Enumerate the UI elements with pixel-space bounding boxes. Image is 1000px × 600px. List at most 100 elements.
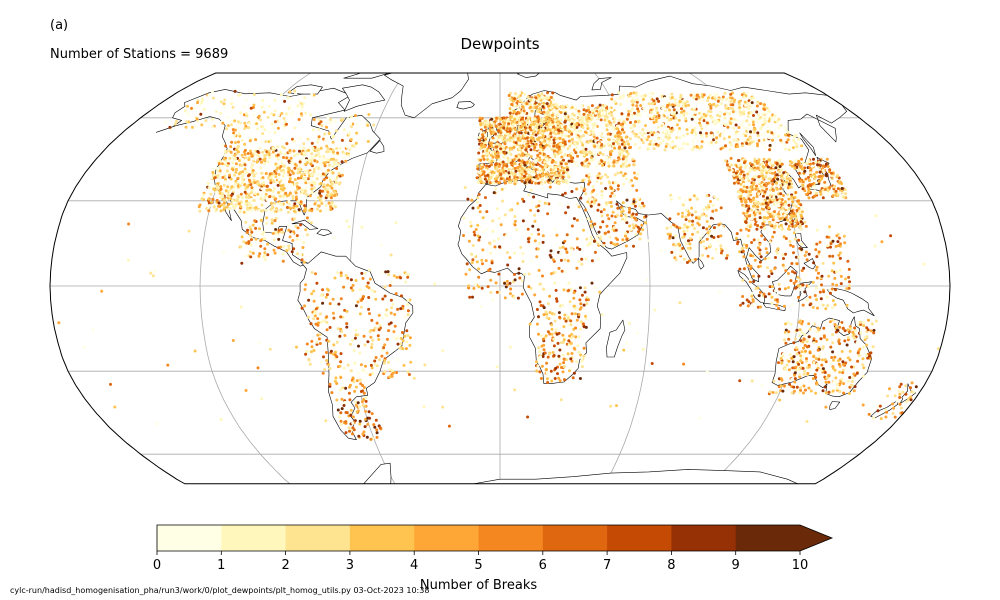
- station-point: [600, 159, 604, 163]
- station-point: [753, 217, 757, 221]
- station-point: [520, 179, 524, 183]
- station-point: [725, 97, 729, 101]
- station-point: [669, 145, 673, 149]
- station-point: [545, 172, 548, 176]
- station-point: [540, 95, 544, 99]
- station-point: [219, 187, 223, 191]
- station-point: [594, 139, 598, 143]
- station-point: [745, 142, 749, 145]
- station-point: [607, 138, 611, 142]
- station-point: [302, 260, 306, 264]
- station-point: [788, 185, 792, 189]
- station-point: [216, 169, 220, 173]
- station-point: [371, 338, 375, 342]
- station-point: [223, 198, 227, 202]
- station-point: [300, 306, 304, 310]
- station-point: [799, 227, 803, 231]
- station-point: [248, 250, 252, 254]
- station-point: [769, 115, 773, 119]
- station-point: [755, 104, 759, 108]
- station-point: [616, 97, 620, 101]
- station-point: [743, 187, 747, 191]
- station-point: [255, 117, 259, 121]
- station-point: [764, 201, 768, 205]
- station-point: [488, 149, 491, 153]
- station-point: [597, 160, 601, 164]
- station-point: [477, 136, 481, 139]
- station-point: [240, 153, 244, 157]
- station-point: [370, 318, 374, 322]
- station-point: [285, 206, 289, 209]
- station-point: [281, 259, 285, 263]
- station-point: [364, 396, 368, 400]
- station-point: [670, 195, 674, 199]
- station-point: [333, 193, 337, 197]
- station-point: [340, 138, 344, 142]
- station-point: [305, 342, 309, 346]
- station-point: [305, 172, 309, 176]
- station-point: [368, 373, 372, 377]
- station-point: [282, 117, 286, 120]
- station-point: [780, 189, 784, 193]
- station-point: [761, 205, 765, 209]
- station-point: [326, 158, 330, 162]
- station-point: [336, 271, 340, 275]
- station-point: [723, 91, 727, 95]
- station-point: [349, 286, 353, 290]
- station-point: [339, 376, 343, 379]
- station-point: [309, 322, 313, 326]
- station-point: [287, 247, 291, 251]
- station-point: [321, 288, 325, 292]
- station-point: [345, 309, 349, 313]
- station-point: [344, 431, 348, 435]
- station-point: [339, 419, 343, 423]
- station-point: [566, 173, 570, 177]
- station-point: [534, 181, 538, 185]
- station-point: [219, 185, 223, 189]
- station-point: [223, 153, 226, 157]
- station-point: [594, 157, 597, 160]
- station-point: [666, 103, 670, 107]
- station-point: [479, 147, 482, 151]
- station-point: [491, 155, 495, 159]
- station-point: [292, 206, 295, 210]
- station-point: [342, 285, 346, 289]
- station-point: [676, 212, 680, 216]
- station-point: [763, 111, 767, 115]
- station-point: [585, 158, 589, 161]
- station-point: [312, 317, 316, 321]
- station-point: [583, 143, 587, 147]
- station-point: [526, 128, 530, 132]
- station-point: [668, 217, 672, 221]
- station-point: [204, 119, 208, 123]
- station-point: [662, 117, 666, 121]
- station-point: [276, 126, 280, 130]
- station-point: [736, 119, 740, 122]
- station-point: [545, 115, 549, 119]
- station-point: [719, 244, 723, 248]
- station-point: [406, 299, 410, 302]
- station-point: [495, 145, 499, 149]
- station-point: [299, 145, 302, 149]
- station-point: [236, 176, 240, 180]
- station-point: [384, 270, 388, 274]
- station-point: [502, 164, 506, 167]
- station-point: [705, 220, 709, 223]
- station-point: [691, 232, 694, 236]
- station-point: [234, 204, 237, 208]
- station-point: [779, 210, 783, 214]
- station-point: [257, 254, 261, 258]
- station-point: [542, 110, 546, 114]
- station-point: [737, 164, 741, 168]
- station-point: [336, 408, 340, 412]
- station-point: [190, 125, 194, 129]
- station-point: [224, 189, 228, 193]
- station-point: [735, 130, 739, 134]
- station-point: [308, 194, 312, 198]
- station-point: [778, 217, 782, 221]
- station-point: [391, 369, 394, 373]
- station-point: [778, 172, 782, 176]
- station-point: [293, 178, 297, 182]
- station-point: [767, 119, 771, 123]
- station-point: [564, 178, 568, 182]
